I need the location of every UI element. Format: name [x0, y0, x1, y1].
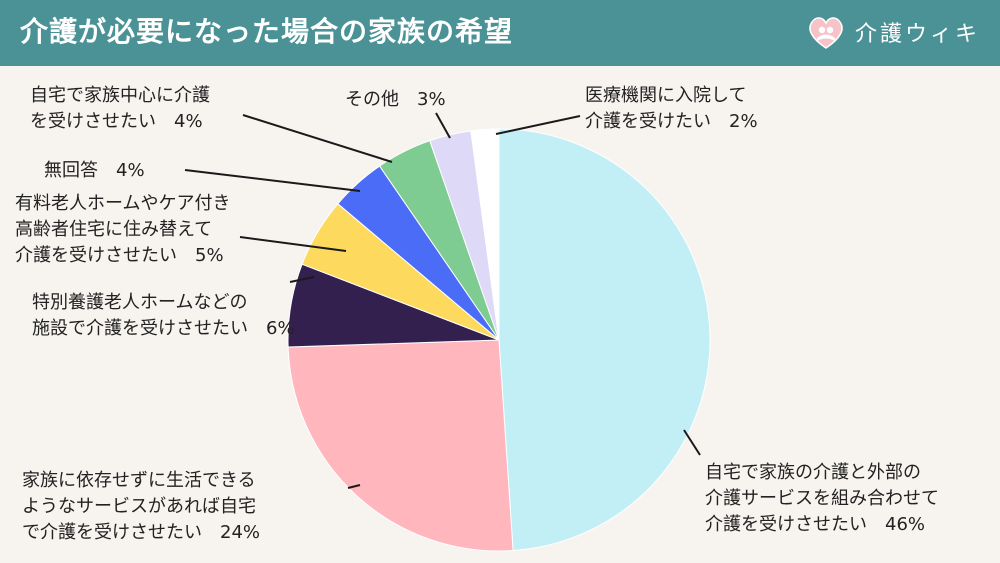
slice-label-line: 介護サービスを組み合わせて — [705, 488, 939, 509]
header-bar: 介護が必要になった場合の家族の希望 介護ウィキ — [0, 0, 1000, 66]
slice-label: 有料老人ホームやケア付き高齢者住宅に住み替えて介護を受けさせたい 5% — [15, 193, 230, 266]
slice-label-line: を受けさせたい 4% — [30, 111, 203, 132]
pie-slice — [287, 339, 514, 552]
slice-label: 特別養護老人ホームなどの施設で介護を受けさせたい 6% — [32, 292, 295, 339]
pie-slice — [470, 128, 500, 341]
heart-hug-icon — [809, 17, 843, 49]
slice-label: 自宅で家族中心に介護を受けさせたい 4% — [30, 85, 210, 132]
slice-label-line: で介護を受けさせたい 24% — [22, 522, 260, 543]
slice-label-line: 医療機関に入院して — [585, 85, 746, 106]
slice-label: 無回答 4% — [44, 160, 145, 181]
slice-label-line: 無回答 4% — [44, 160, 145, 181]
slice-label-line: 介護を受けたい 2% — [585, 111, 758, 132]
page-title: 介護が必要になった場合の家族の希望 — [20, 15, 514, 48]
leader-line — [289, 276, 315, 283]
leader-line — [495, 115, 581, 135]
slice-label: その他 3% — [345, 89, 446, 110]
slice-label: 家族に依存せずに生活できるようなサービスがあれば自宅で介護を受けさせたい 24% — [22, 470, 260, 543]
leader-line — [683, 429, 701, 456]
slice-label-line: 自宅で家族の介護と外部の — [705, 462, 921, 483]
slice-label-line: 特別養護老人ホームなどの — [32, 292, 247, 313]
slice-label-line: ようなサービスがあれば自宅 — [22, 496, 256, 517]
slice-label-line: 介護を受けさせたい 46% — [705, 514, 925, 535]
slice-label-line: 高齢者住宅に住み替えて — [15, 219, 212, 240]
pie-slice — [498, 128, 711, 552]
slice-label: 自宅で家族の介護と外部の介護サービスを組み合わせて介護を受けさせたい 46% — [705, 462, 939, 535]
slice-label-line: 介護を受けさせたい 5% — [15, 245, 224, 266]
slice-label-line: 施設で介護を受けさせたい 6% — [32, 318, 295, 339]
leader-line — [347, 484, 361, 489]
leader-line — [435, 112, 451, 139]
slice-label-line: 家族に依存せずに生活できる — [22, 470, 256, 491]
slice-label: 医療機関に入院して介護を受けたい 2% — [585, 85, 758, 132]
brand-logo[interactable]: 介護ウィキ — [805, 10, 980, 54]
slice-label-line: その他 3% — [345, 89, 446, 110]
slice-label-line: 有料老人ホームやケア付き — [15, 193, 230, 214]
slice-label-line: 自宅で家族中心に介護 — [30, 85, 210, 106]
leader-line — [184, 169, 361, 192]
brand-name: 介護ウィキ — [854, 22, 980, 47]
leader-line — [242, 114, 393, 163]
leader-line — [239, 236, 347, 252]
